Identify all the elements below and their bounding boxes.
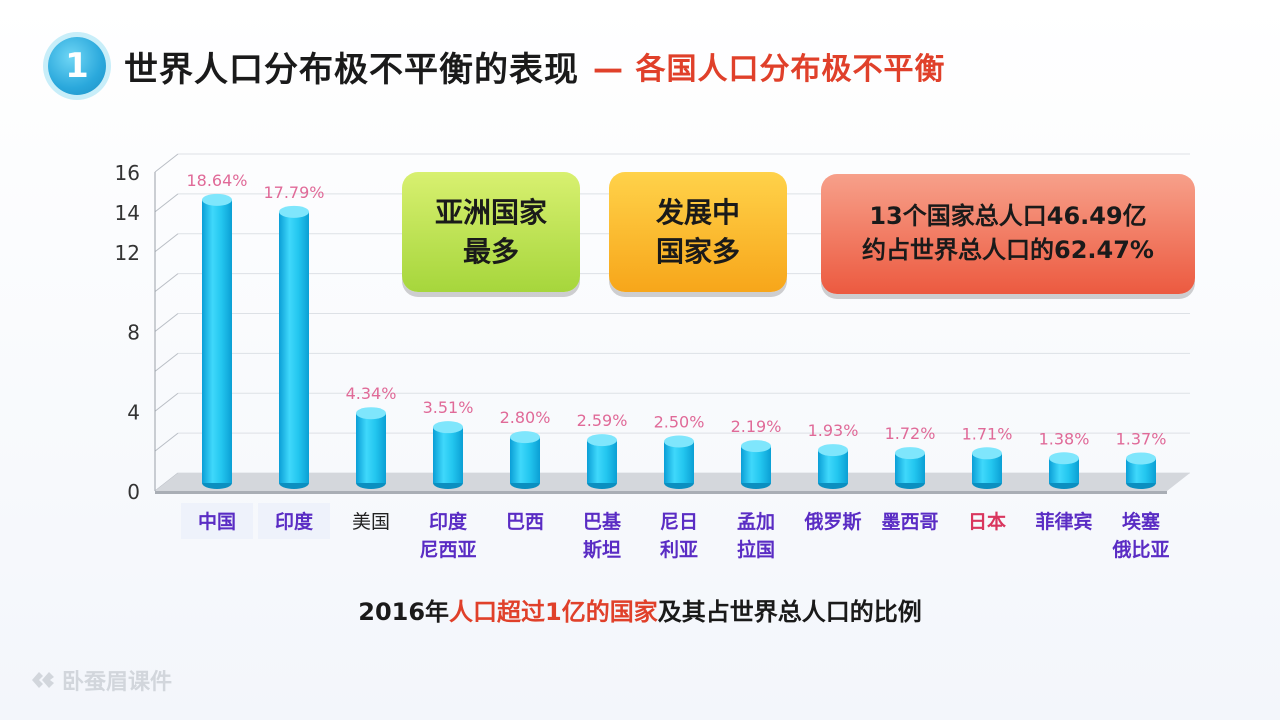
category-label-highlight — [258, 503, 330, 539]
bar-body — [356, 413, 386, 483]
category-label: 巴基 — [583, 510, 622, 533]
category-label: 印度 — [429, 510, 468, 533]
title-bar: 1 世界人口分布极不平衡的表现 — 各国人口分布极不平衡 — [48, 36, 945, 96]
bar — [356, 407, 386, 489]
page-subtitle: — 各国人口分布极不平衡 — [593, 52, 946, 87]
data-label: 18.64% — [186, 171, 247, 190]
bar-top — [972, 447, 1002, 460]
y-tick-label: 8 — [127, 321, 140, 345]
bar-top — [433, 421, 463, 434]
y-tick-label: 0 — [127, 480, 140, 504]
bar-body — [433, 427, 463, 483]
callout-asia: 亚洲国家 最多 — [402, 172, 580, 292]
chart-caption: 2016年人口超过1亿的国家及其占世界总人口的比例 — [0, 592, 1280, 627]
y-tick-label: 14 — [115, 201, 140, 225]
category-label: 俄罗斯 — [803, 510, 861, 533]
bar-body — [587, 440, 617, 483]
category-label: 孟加 — [737, 511, 775, 533]
bar-top — [741, 440, 771, 453]
bar — [202, 193, 232, 489]
caption-year: 2016年 — [358, 598, 450, 626]
bar-body — [741, 446, 771, 483]
bar-body — [510, 437, 540, 483]
category-label: 印度 — [275, 510, 314, 533]
category-label: 美国 — [352, 511, 390, 533]
y-tick-label: 4 — [127, 400, 140, 424]
wall-tick — [154, 153, 179, 173]
category-label: 斯坦 — [583, 538, 621, 561]
wall-tick — [154, 432, 179, 452]
category-label: 墨西哥 — [881, 511, 938, 533]
caption-rest: 及其占世界总人口的比例 — [657, 598, 922, 626]
data-label: 17.79% — [263, 183, 324, 202]
category-label: 尼日 — [660, 511, 698, 533]
category-label-highlight — [181, 503, 253, 539]
bar — [895, 447, 925, 489]
data-label: 1.72% — [885, 424, 936, 443]
category-label: 拉国 — [737, 538, 775, 561]
category-label: 中国 — [198, 510, 236, 533]
bar — [664, 435, 694, 489]
wall-tick — [154, 352, 179, 372]
data-label: 2.59% — [577, 411, 628, 430]
data-label: 1.37% — [1116, 429, 1167, 448]
bar-top — [279, 205, 309, 218]
category-label: 俄比亚 — [1111, 538, 1169, 561]
callout-total: 13个国家总人口46.49亿 约占世界总人口的62.47% — [821, 174, 1195, 294]
bar-body — [202, 199, 232, 483]
floor-edge — [155, 491, 1167, 494]
bar-top — [510, 431, 540, 444]
category-label: 尼西亚 — [419, 539, 476, 561]
bar-top — [1126, 452, 1156, 465]
category-label: 菲律宾 — [1035, 510, 1092, 533]
wall-tick — [154, 233, 179, 253]
page-title: 世界人口分布极不平衡的表现 — [124, 49, 579, 90]
category-label: 巴西 — [506, 511, 544, 533]
bar-top — [818, 444, 848, 457]
section-number-badge: 1 — [48, 37, 106, 95]
data-label: 1.71% — [962, 424, 1013, 443]
caption-highlight: 人口超过1亿的国家 — [449, 598, 658, 626]
wall-tick — [154, 193, 179, 213]
y-tick-label: 16 — [115, 161, 140, 185]
bar — [972, 447, 1002, 489]
data-label: 1.38% — [1039, 429, 1090, 448]
bar-body — [279, 211, 309, 483]
category-label: 埃塞 — [1122, 510, 1161, 533]
bar-top — [356, 407, 386, 420]
wall-tick — [154, 392, 179, 412]
bar — [433, 421, 463, 489]
wall-tick — [154, 273, 179, 293]
watermark: 卧蚕眉课件 — [30, 664, 172, 696]
logo-icon — [32, 672, 54, 688]
y-tick-label: 12 — [115, 241, 140, 265]
bar — [741, 440, 771, 489]
bar — [279, 205, 309, 489]
bar-top — [1049, 452, 1079, 465]
watermark-text: 卧蚕眉课件 — [62, 670, 173, 695]
bar — [818, 444, 848, 489]
category-label: 日本 — [968, 510, 1006, 533]
callout-developing: 发展中 国家多 — [609, 172, 787, 292]
bar-top — [587, 434, 617, 447]
wall-tick — [154, 313, 179, 332]
bar-body — [664, 441, 694, 483]
bar-top — [202, 193, 232, 206]
bar — [1049, 452, 1079, 489]
data-label: 4.34% — [346, 384, 397, 403]
data-label: 1.93% — [808, 421, 859, 440]
data-label: 2.80% — [500, 408, 551, 427]
bar — [1126, 452, 1156, 489]
bar-top — [664, 435, 694, 448]
category-label: 利亚 — [660, 539, 698, 561]
data-label: 2.19% — [731, 417, 782, 436]
bar — [587, 434, 617, 489]
bar-top — [895, 447, 925, 460]
data-label: 3.51% — [423, 398, 474, 417]
data-label: 2.50% — [654, 413, 705, 432]
bar — [510, 431, 540, 489]
